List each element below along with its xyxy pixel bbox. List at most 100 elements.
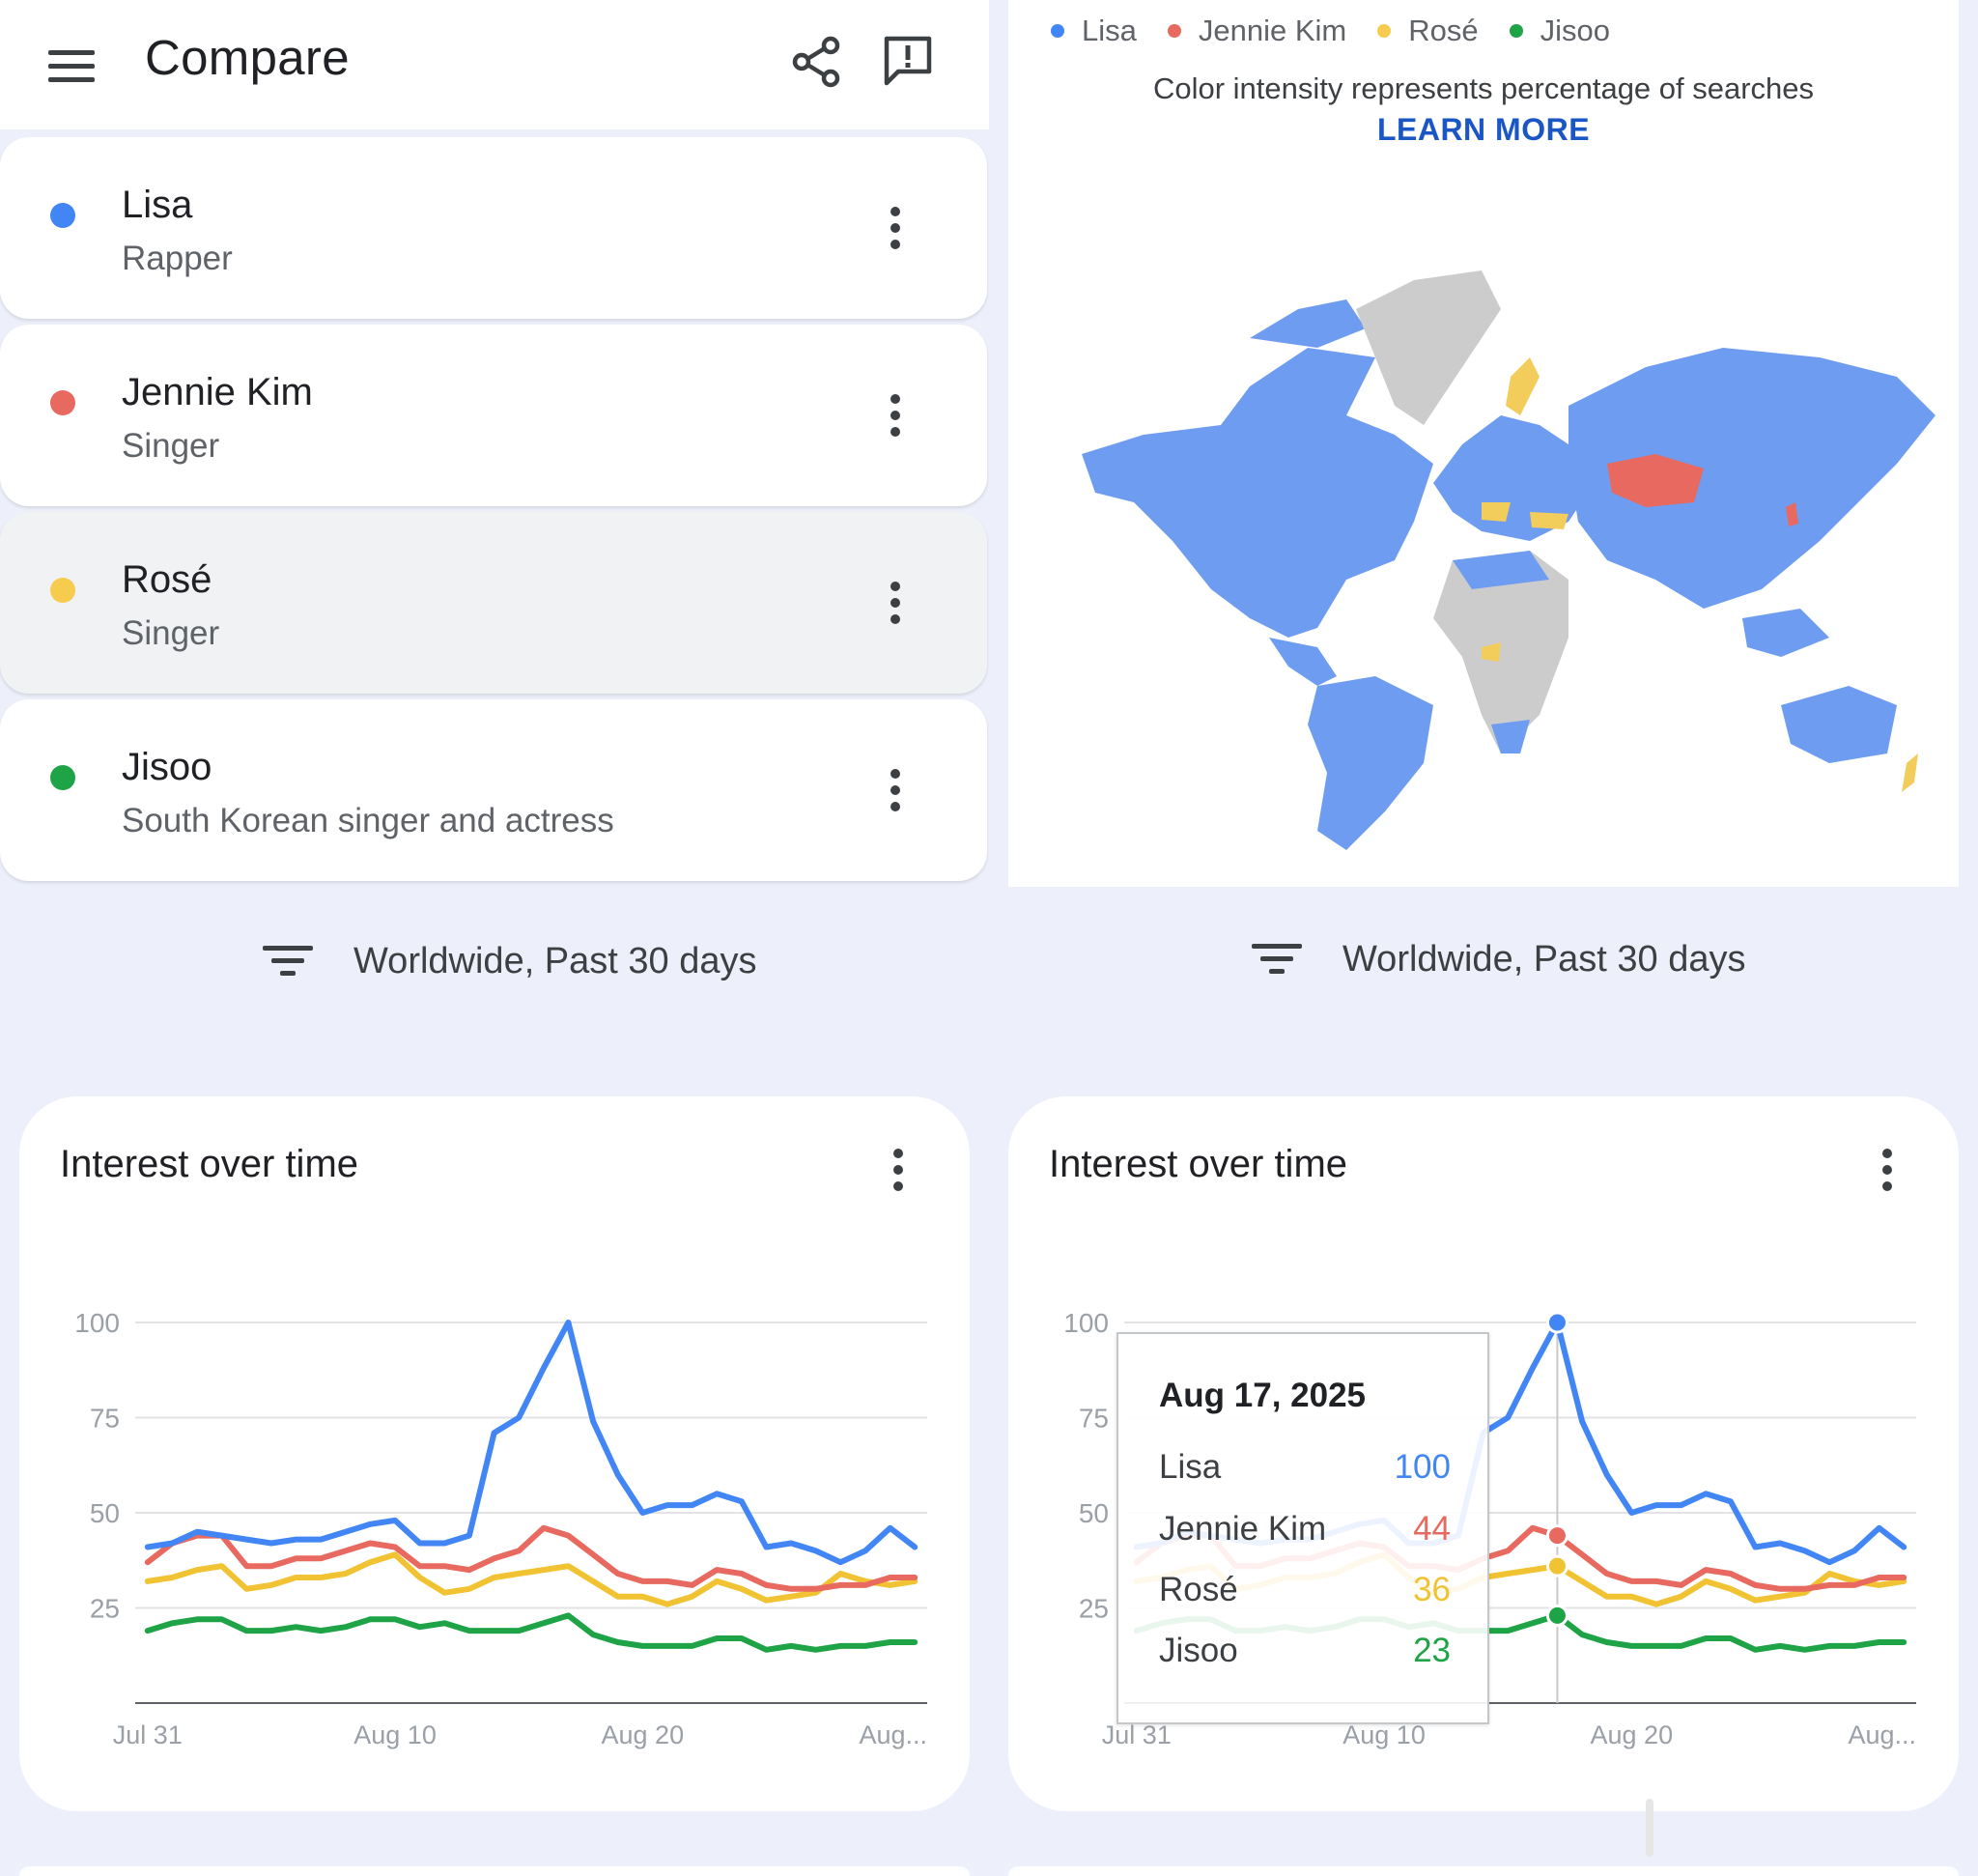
term-name: Rosé (122, 558, 212, 601)
legend-item-lisa: Lisa (1051, 14, 1137, 48)
more-options-icon[interactable] (876, 574, 915, 632)
page-title: Compare (145, 30, 350, 85)
highlight-point-lisa (1545, 1311, 1568, 1334)
learn-more-link[interactable]: LEARN MORE (1376, 112, 1591, 147)
series-line-jennie-kim (144, 1524, 918, 1592)
legend-dot (1377, 24, 1392, 38)
term-subtitle: Singer (122, 614, 220, 652)
tooltip-row-lisa: Lisa 100 (1159, 1448, 1451, 1487)
chart-tooltip: Aug 17, 2025 Lisa 100 Jennie Kim 44 Rosé… (1116, 1332, 1489, 1724)
tooltip-row-rose: Rosé 36 (1159, 1571, 1451, 1609)
term-color-dot (50, 578, 75, 603)
term-color-dot (50, 203, 75, 228)
x-tick-label: Aug 10 (353, 1720, 437, 1749)
y-tick-label: 75 (1079, 1404, 1109, 1434)
region-africa-rose (1482, 642, 1501, 662)
x-tick-label: Jul 31 (113, 1720, 183, 1749)
region-kazakhstan (1607, 454, 1704, 507)
more-options-icon[interactable] (876, 761, 915, 819)
filter-icon (1252, 940, 1302, 979)
tooltip-row-jisoo: Jisoo 23 (1159, 1632, 1451, 1670)
legend-item-jennie-kim: Jennie Kim (1167, 14, 1347, 48)
y-tick-label: 100 (1063, 1308, 1109, 1338)
x-tick-label: Aug 10 (1342, 1720, 1426, 1749)
next-card-edge (1008, 1866, 1959, 1876)
chart-more-options-icon[interactable] (879, 1141, 918, 1199)
series-line-jisoo (144, 1612, 918, 1653)
term-card-lisa[interactable]: Lisa Rapper (0, 137, 987, 319)
interest-line-chart[interactable]: 100 75 50 25 Jul 31 Aug 10 Aug 20 Aug... (19, 1096, 970, 1811)
tooltip-value: 100 (1394, 1448, 1451, 1486)
region-south-america (1308, 676, 1433, 850)
filter-row-left[interactable]: Worldwide, Past 30 days (263, 923, 757, 1000)
legend-item-jisoo: Jisoo (1509, 14, 1610, 48)
more-options-icon[interactable] (876, 386, 915, 444)
region-greenland (1356, 270, 1501, 425)
x-tick-label: Jul 31 (1102, 1720, 1172, 1749)
share-icon[interactable] (788, 33, 846, 91)
term-card-jennie-kim[interactable]: Jennie Kim Singer (0, 325, 987, 506)
feedback-icon[interactable] (879, 31, 937, 89)
region-australia (1781, 686, 1897, 763)
term-subtitle: Singer (122, 427, 220, 465)
legend-dot (1167, 24, 1181, 38)
tooltip-term: Jennie Kim (1159, 1510, 1327, 1548)
term-name: Jisoo (122, 746, 212, 788)
y-tick-label: 75 (90, 1404, 120, 1434)
region-africa-north (1453, 551, 1549, 589)
tooltip-row-jennie-kim: Jennie Kim 44 (1159, 1510, 1451, 1549)
term-color-dot (50, 390, 75, 415)
tooltip-term: Lisa (1159, 1448, 1222, 1486)
interest-over-time-card-right: Interest over time 100 75 50 25 Jul 31 Aug 10… (1008, 1096, 1959, 1811)
scrollbar-thumb[interactable] (1646, 1799, 1653, 1857)
highlight-point-ros- (1545, 1554, 1568, 1578)
filter-label: Worldwide, Past 30 days (353, 940, 757, 981)
region-africa (1433, 551, 1568, 753)
region-south-africa (1491, 720, 1530, 753)
term-subtitle: South Korean singer and actress (122, 802, 614, 839)
map-legend: Lisa Jennie Kim Rosé Jisoo (1051, 14, 1641, 48)
map-caption: Color intensity represents percentage of… (1152, 71, 1815, 105)
legend-label: Jennie Kim (1198, 14, 1347, 47)
region-korea (1786, 502, 1798, 526)
region-southeast-asia (1742, 609, 1829, 657)
filter-row-right[interactable]: Worldwide, Past 30 days (1252, 921, 1746, 998)
y-tick-label: 25 (1079, 1594, 1109, 1624)
y-tick-label: 100 (74, 1308, 120, 1338)
x-tick-label: Aug 20 (602, 1720, 685, 1749)
y-tick-label: 50 (1079, 1498, 1109, 1528)
term-card-jisoo[interactable]: Jisoo South Korean singer and actress (0, 699, 987, 881)
more-options-icon[interactable] (876, 199, 915, 257)
tooltip-value: 36 (1413, 1571, 1451, 1608)
region-central-america (1269, 638, 1337, 686)
x-tick-label: Aug... (859, 1720, 927, 1749)
chart-title: Interest over time (60, 1143, 359, 1185)
x-tick-label: Aug 20 (1591, 1720, 1674, 1749)
tooltip-date: Aug 17, 2025 (1159, 1377, 1366, 1414)
term-card-rose[interactable]: Rosé Singer (0, 512, 987, 694)
menu-icon[interactable] (48, 50, 95, 83)
top-app-bar: Compare (0, 0, 989, 129)
region-europe-rose-1 (1482, 502, 1511, 522)
y-tick-label: 25 (90, 1594, 120, 1624)
series-line-lisa (144, 1320, 918, 1566)
region-europe (1433, 415, 1588, 541)
legend-dot (1509, 24, 1523, 38)
tooltip-term: Jisoo (1159, 1632, 1238, 1669)
chart-more-options-icon[interactable] (1868, 1141, 1907, 1199)
legend-label: Rosé (1408, 14, 1479, 47)
term-color-dot (50, 765, 75, 790)
region-asia (1568, 348, 1936, 609)
world-map[interactable] (1028, 270, 1955, 869)
term-name: Jennie Kim (122, 371, 313, 413)
highlight-point-jisoo (1545, 1604, 1568, 1627)
map-panel: Lisa Jennie Kim Rosé Jisoo Color intensi… (1008, 0, 1959, 887)
next-card-edge (19, 1866, 970, 1876)
legend-dot (1051, 24, 1064, 38)
region-north-america (1082, 348, 1433, 638)
region-canada-islands (1250, 299, 1366, 348)
region-europe-rose-2 (1530, 512, 1568, 529)
chart-title: Interest over time (1049, 1143, 1348, 1185)
interest-over-time-card-left: Interest over time 100 75 50 25 Jul 31 Aug 10… (19, 1096, 970, 1811)
y-tick-label: 50 (90, 1498, 120, 1528)
